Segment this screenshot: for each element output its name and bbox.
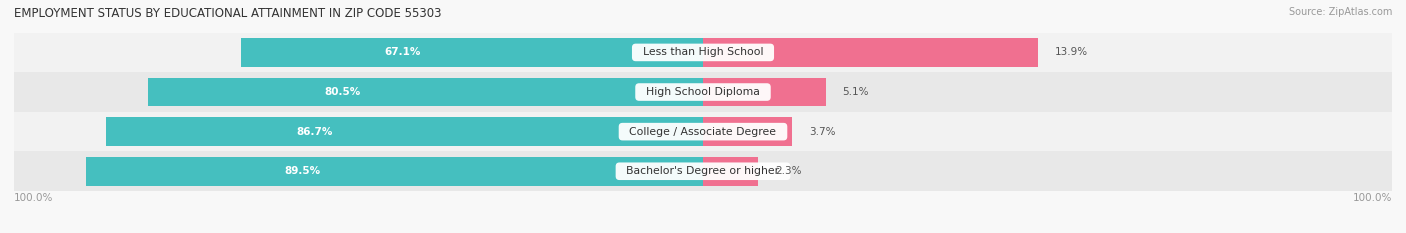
Bar <box>240 38 703 67</box>
Text: 2.3%: 2.3% <box>775 166 801 176</box>
Text: 5.1%: 5.1% <box>842 87 869 97</box>
Bar <box>703 117 792 146</box>
Bar <box>703 78 825 106</box>
Bar <box>703 38 1038 67</box>
Text: 89.5%: 89.5% <box>284 166 321 176</box>
Text: 67.1%: 67.1% <box>384 48 420 57</box>
Text: Bachelor's Degree or higher: Bachelor's Degree or higher <box>620 166 786 176</box>
Text: 100.0%: 100.0% <box>1353 193 1392 203</box>
Text: 86.7%: 86.7% <box>297 127 333 137</box>
Bar <box>14 72 1392 112</box>
Text: 13.9%: 13.9% <box>1054 48 1088 57</box>
Text: 100.0%: 100.0% <box>14 193 53 203</box>
Text: College / Associate Degree: College / Associate Degree <box>623 127 783 137</box>
Bar <box>105 117 703 146</box>
Bar <box>14 112 1392 151</box>
Bar <box>703 157 758 185</box>
Bar <box>14 151 1392 191</box>
Text: Source: ZipAtlas.com: Source: ZipAtlas.com <box>1288 7 1392 17</box>
Bar <box>86 157 703 185</box>
Text: 3.7%: 3.7% <box>808 127 835 137</box>
Bar <box>149 78 703 106</box>
Text: 80.5%: 80.5% <box>325 87 360 97</box>
Text: High School Diploma: High School Diploma <box>640 87 766 97</box>
Text: Less than High School: Less than High School <box>636 48 770 57</box>
Bar <box>14 33 1392 72</box>
Text: EMPLOYMENT STATUS BY EDUCATIONAL ATTAINMENT IN ZIP CODE 55303: EMPLOYMENT STATUS BY EDUCATIONAL ATTAINM… <box>14 7 441 20</box>
